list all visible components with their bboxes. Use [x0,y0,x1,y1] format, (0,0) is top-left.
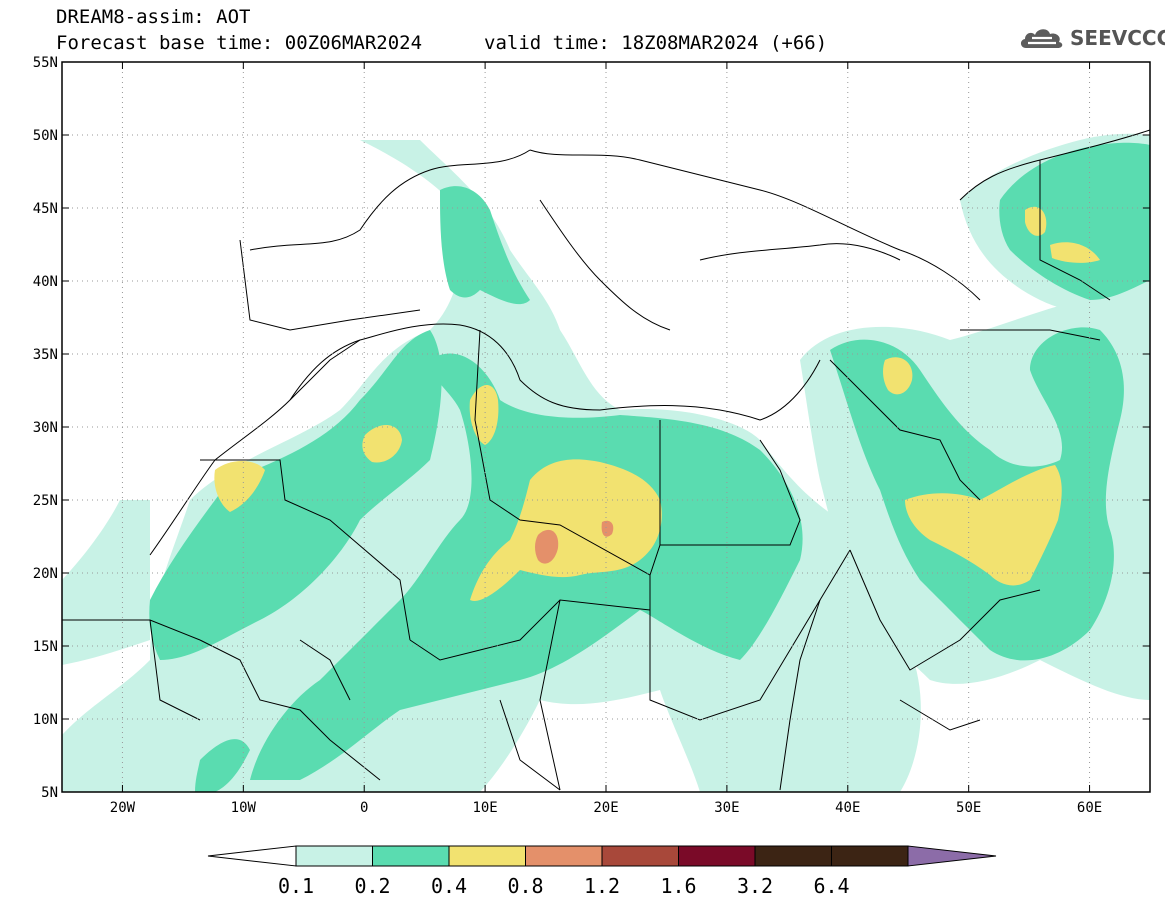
lat-label: 40N [33,274,58,290]
colorbar-label: 0.1 [278,874,314,898]
colorbar-swatch [448,845,526,867]
lon-label: 10W [231,800,257,816]
colorbar-swatch [372,845,450,867]
colorbar-min-arrow [207,845,297,867]
lon-label: 20W [110,800,136,816]
aot-layer-0.4 [214,206,1100,601]
lat-label: 55N [33,55,58,71]
lat-label: 15N [33,639,58,655]
lon-label: 30E [714,800,739,816]
colorbar-swatch [678,845,756,867]
lat-label: 45N [33,201,58,217]
colorbar-swatch [525,845,603,867]
colorbar-max-arrow [907,845,997,867]
map-title: DREAM8-assim: AOT [56,6,251,28]
lat-label: 20N [33,566,58,582]
colorbar: 0.1 0.2 0.4 0.8 1.2 1.6 3.2 6.4 [207,845,997,898]
lon-label: 60E [1077,800,1102,816]
borders [62,129,1150,791]
colorbar-label: 6.4 [813,874,849,898]
lon-label: 40E [835,800,860,816]
aot-layer-0.8 [535,520,614,564]
lat-label: 10N [33,712,58,728]
cloud-icon [1020,29,1063,48]
seevccc-logo: SEEVCCC [1018,24,1165,52]
colorbar-label: 1.2 [584,874,620,898]
latitude-labels: 55N 50N 45N 40N 35N 30N 25N 20N 15N 10N 5N [33,55,1150,801]
colorbar-swatch [601,845,679,867]
valid-time: valid time: 18Z08MAR2024 (+66) [484,32,828,54]
forecast-base-time: Forecast base time: 00Z06MAR2024 [56,32,423,54]
colorbar-swatch [754,845,832,867]
lon-label: 20E [593,800,618,816]
colorbar-swatch [831,845,909,867]
colorbar-label: 0.8 [507,874,543,898]
longitude-labels: 20W 10W 0 10E 20E 30E 40E 50E 60E [110,62,1102,816]
lon-label: 10E [472,800,497,816]
colorbar-label: 0.2 [354,874,390,898]
graticule [62,62,1150,792]
colorbar-label: 1.6 [660,874,696,898]
logo-text: SEEVCCC [1070,26,1165,50]
colorbar-label: 3.2 [737,874,773,898]
lat-label: 25N [33,493,58,509]
lat-label: 30N [33,420,58,436]
colorbar-swatch [295,845,373,867]
lon-label: 0 [360,800,368,816]
lat-label: 50N [33,128,58,144]
lat-label: 35N [33,347,58,363]
colorbar-label: 0.4 [431,874,467,898]
lat-label: 5N [41,785,58,801]
lon-label: 50E [956,800,981,816]
